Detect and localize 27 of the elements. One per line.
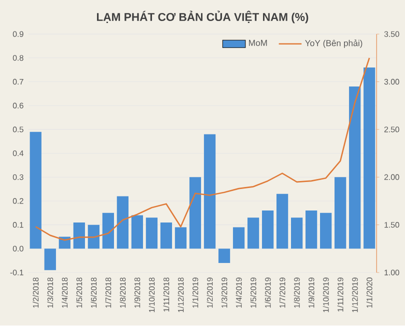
bar <box>44 248 56 270</box>
bar <box>262 210 274 249</box>
bar <box>204 134 216 249</box>
bar <box>146 218 158 249</box>
bar <box>218 248 230 264</box>
line-series <box>34 57 370 241</box>
bar <box>30 132 42 249</box>
legend-label: YoY (Bên phải) <box>305 40 362 48</box>
bar <box>306 210 318 249</box>
bar <box>160 222 172 249</box>
bar <box>116 196 128 249</box>
bar <box>232 227 245 249</box>
bar <box>276 194 288 249</box>
bar <box>189 177 202 249</box>
bar <box>174 227 187 249</box>
bar <box>131 216 144 249</box>
bar <box>102 213 114 249</box>
chart-title: LẠM PHÁT CƠ BẢN CỦA VIỆT NAM (%) <box>96 11 308 24</box>
bar <box>334 177 346 249</box>
bar <box>291 218 303 249</box>
bar <box>88 225 100 249</box>
bar <box>320 213 332 249</box>
bar <box>73 222 85 249</box>
legend-label: MoM <box>249 40 267 46</box>
bar <box>349 86 361 249</box>
bar <box>247 218 260 249</box>
bar <box>364 68 376 249</box>
